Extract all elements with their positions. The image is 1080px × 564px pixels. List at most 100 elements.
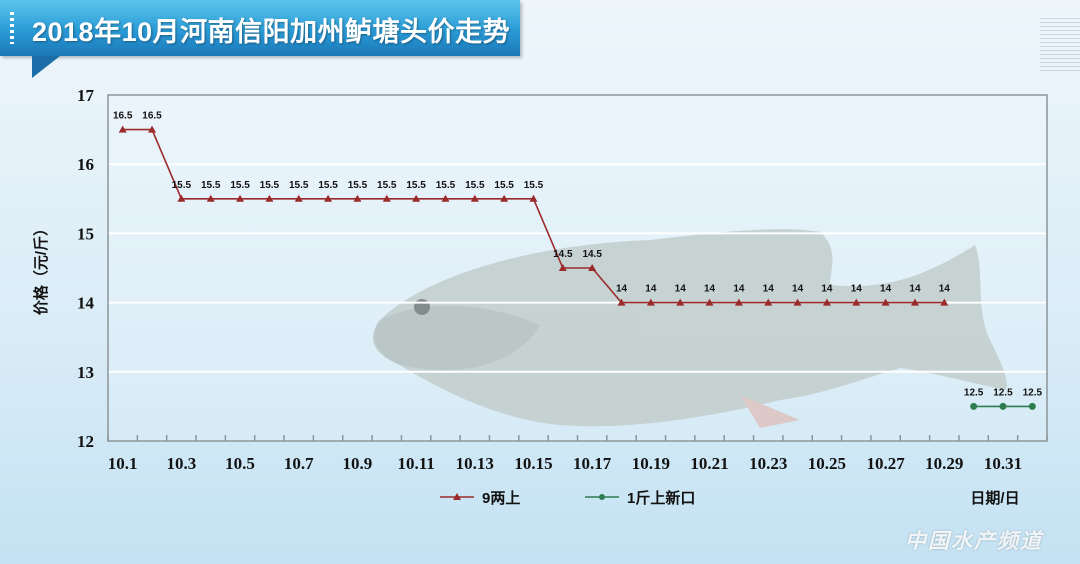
data-point [382, 194, 391, 202]
fish-image [372, 229, 1007, 428]
x-tick-label: 10.11 [397, 454, 434, 473]
x-axis-label: 日期/日 [970, 489, 1019, 507]
data-point [617, 298, 626, 306]
data-point [910, 298, 919, 306]
data-label: 14 [792, 284, 804, 295]
x-tick-label: 10.5 [225, 454, 255, 473]
y-axis-label: 价格（元/斤） [32, 221, 50, 315]
data-label: 14 [733, 284, 745, 295]
data-label: 15.5 [289, 180, 309, 191]
y-tick-label: 15 [77, 224, 94, 243]
data-label: 15.5 [377, 180, 397, 191]
data-point [793, 298, 802, 306]
y-tick-label: 17 [77, 86, 95, 105]
data-point [148, 125, 157, 133]
data-label: 14 [939, 284, 951, 295]
legend-entry: 9两上 [482, 490, 520, 507]
data-point [646, 298, 655, 306]
data-label: 14 [675, 284, 687, 295]
data-point [177, 194, 186, 202]
data-point [324, 194, 333, 202]
y-tick-label: 16 [77, 155, 94, 174]
x-tick-label: 10.29 [925, 454, 963, 473]
data-label: 14 [880, 284, 892, 295]
data-point [294, 194, 303, 202]
x-tick-label: 10.27 [866, 454, 905, 473]
legend-entry: 1斤上新口 [627, 489, 695, 507]
data-label: 14 [909, 284, 921, 295]
data-point [412, 194, 421, 202]
data-point [881, 298, 890, 306]
data-point [734, 298, 743, 306]
x-tick-label: 10.23 [749, 454, 787, 473]
legend-marker [453, 493, 461, 500]
data-label: 14.5 [553, 249, 573, 260]
chart-title: 2018年10月河南信阳加州鲈塘头价走势 [32, 17, 511, 47]
title-banner: 2018年10月河南信阳加州鲈塘头价走势 [0, 0, 520, 56]
watermark-logo: 中国水产频道 [905, 530, 1043, 553]
y-tick-label: 12 [77, 432, 94, 451]
data-label: 16.5 [142, 111, 162, 122]
data-point [705, 298, 714, 306]
decorative-stripes [1040, 18, 1080, 74]
data-label: 15.5 [436, 180, 456, 191]
data-label: 14 [616, 284, 628, 295]
x-tick-label: 10.15 [514, 454, 552, 473]
data-label: 15.5 [230, 180, 250, 191]
x-tick-label: 10.21 [690, 454, 728, 473]
data-label: 14.5 [582, 249, 602, 260]
data-label: 12.5 [964, 387, 984, 398]
y-tick-label: 14 [77, 294, 95, 313]
data-point [588, 264, 597, 271]
data-point [970, 402, 978, 410]
data-point [206, 194, 215, 202]
x-tick-label: 10.1 [108, 454, 138, 473]
legend-marker [599, 494, 605, 500]
data-label: 16.5 [113, 111, 133, 122]
data-point [470, 194, 479, 202]
data-label: 15.5 [465, 180, 485, 191]
data-label: 14 [645, 284, 657, 295]
data-point [353, 194, 362, 202]
data-label: 12.5 [1023, 387, 1043, 398]
x-tick-label: 10.25 [808, 454, 846, 473]
x-tick-label: 10.31 [984, 454, 1022, 473]
data-point [500, 194, 509, 202]
data-label: 15.5 [524, 180, 544, 191]
x-tick-label: 10.13 [456, 454, 494, 473]
x-tick-label: 10.9 [343, 454, 373, 473]
data-point [1028, 402, 1036, 410]
x-tick-label: 10.17 [573, 454, 612, 473]
data-label: 15.5 [348, 180, 368, 191]
data-label: 14 [851, 284, 863, 295]
x-tick-label: 10.19 [632, 454, 670, 473]
data-label: 14 [821, 284, 833, 295]
data-point [676, 298, 685, 306]
data-point [236, 194, 245, 202]
banner-dots [10, 12, 14, 44]
data-point [852, 298, 861, 306]
data-point [940, 298, 949, 306]
y-tick-label: 13 [77, 363, 94, 382]
banner-tail [32, 56, 60, 78]
data-point [118, 125, 127, 133]
data-point [265, 194, 274, 202]
data-point [529, 194, 538, 202]
data-label: 14 [763, 284, 775, 295]
data-point [999, 402, 1007, 410]
data-label: 15.5 [318, 180, 338, 191]
data-label: 12.5 [993, 387, 1013, 398]
x-tick-label: 10.3 [166, 454, 196, 473]
data-point [558, 264, 567, 271]
x-tick-label: 10.7 [284, 454, 314, 473]
data-point [764, 298, 773, 306]
data-label: 15.5 [201, 180, 221, 191]
data-point [441, 194, 450, 202]
data-label: 15.5 [494, 180, 514, 191]
data-label: 15.5 [260, 180, 280, 191]
data-label: 15.5 [406, 180, 426, 191]
data-point [822, 298, 831, 306]
data-label: 14 [704, 284, 716, 295]
data-label: 15.5 [172, 180, 192, 191]
